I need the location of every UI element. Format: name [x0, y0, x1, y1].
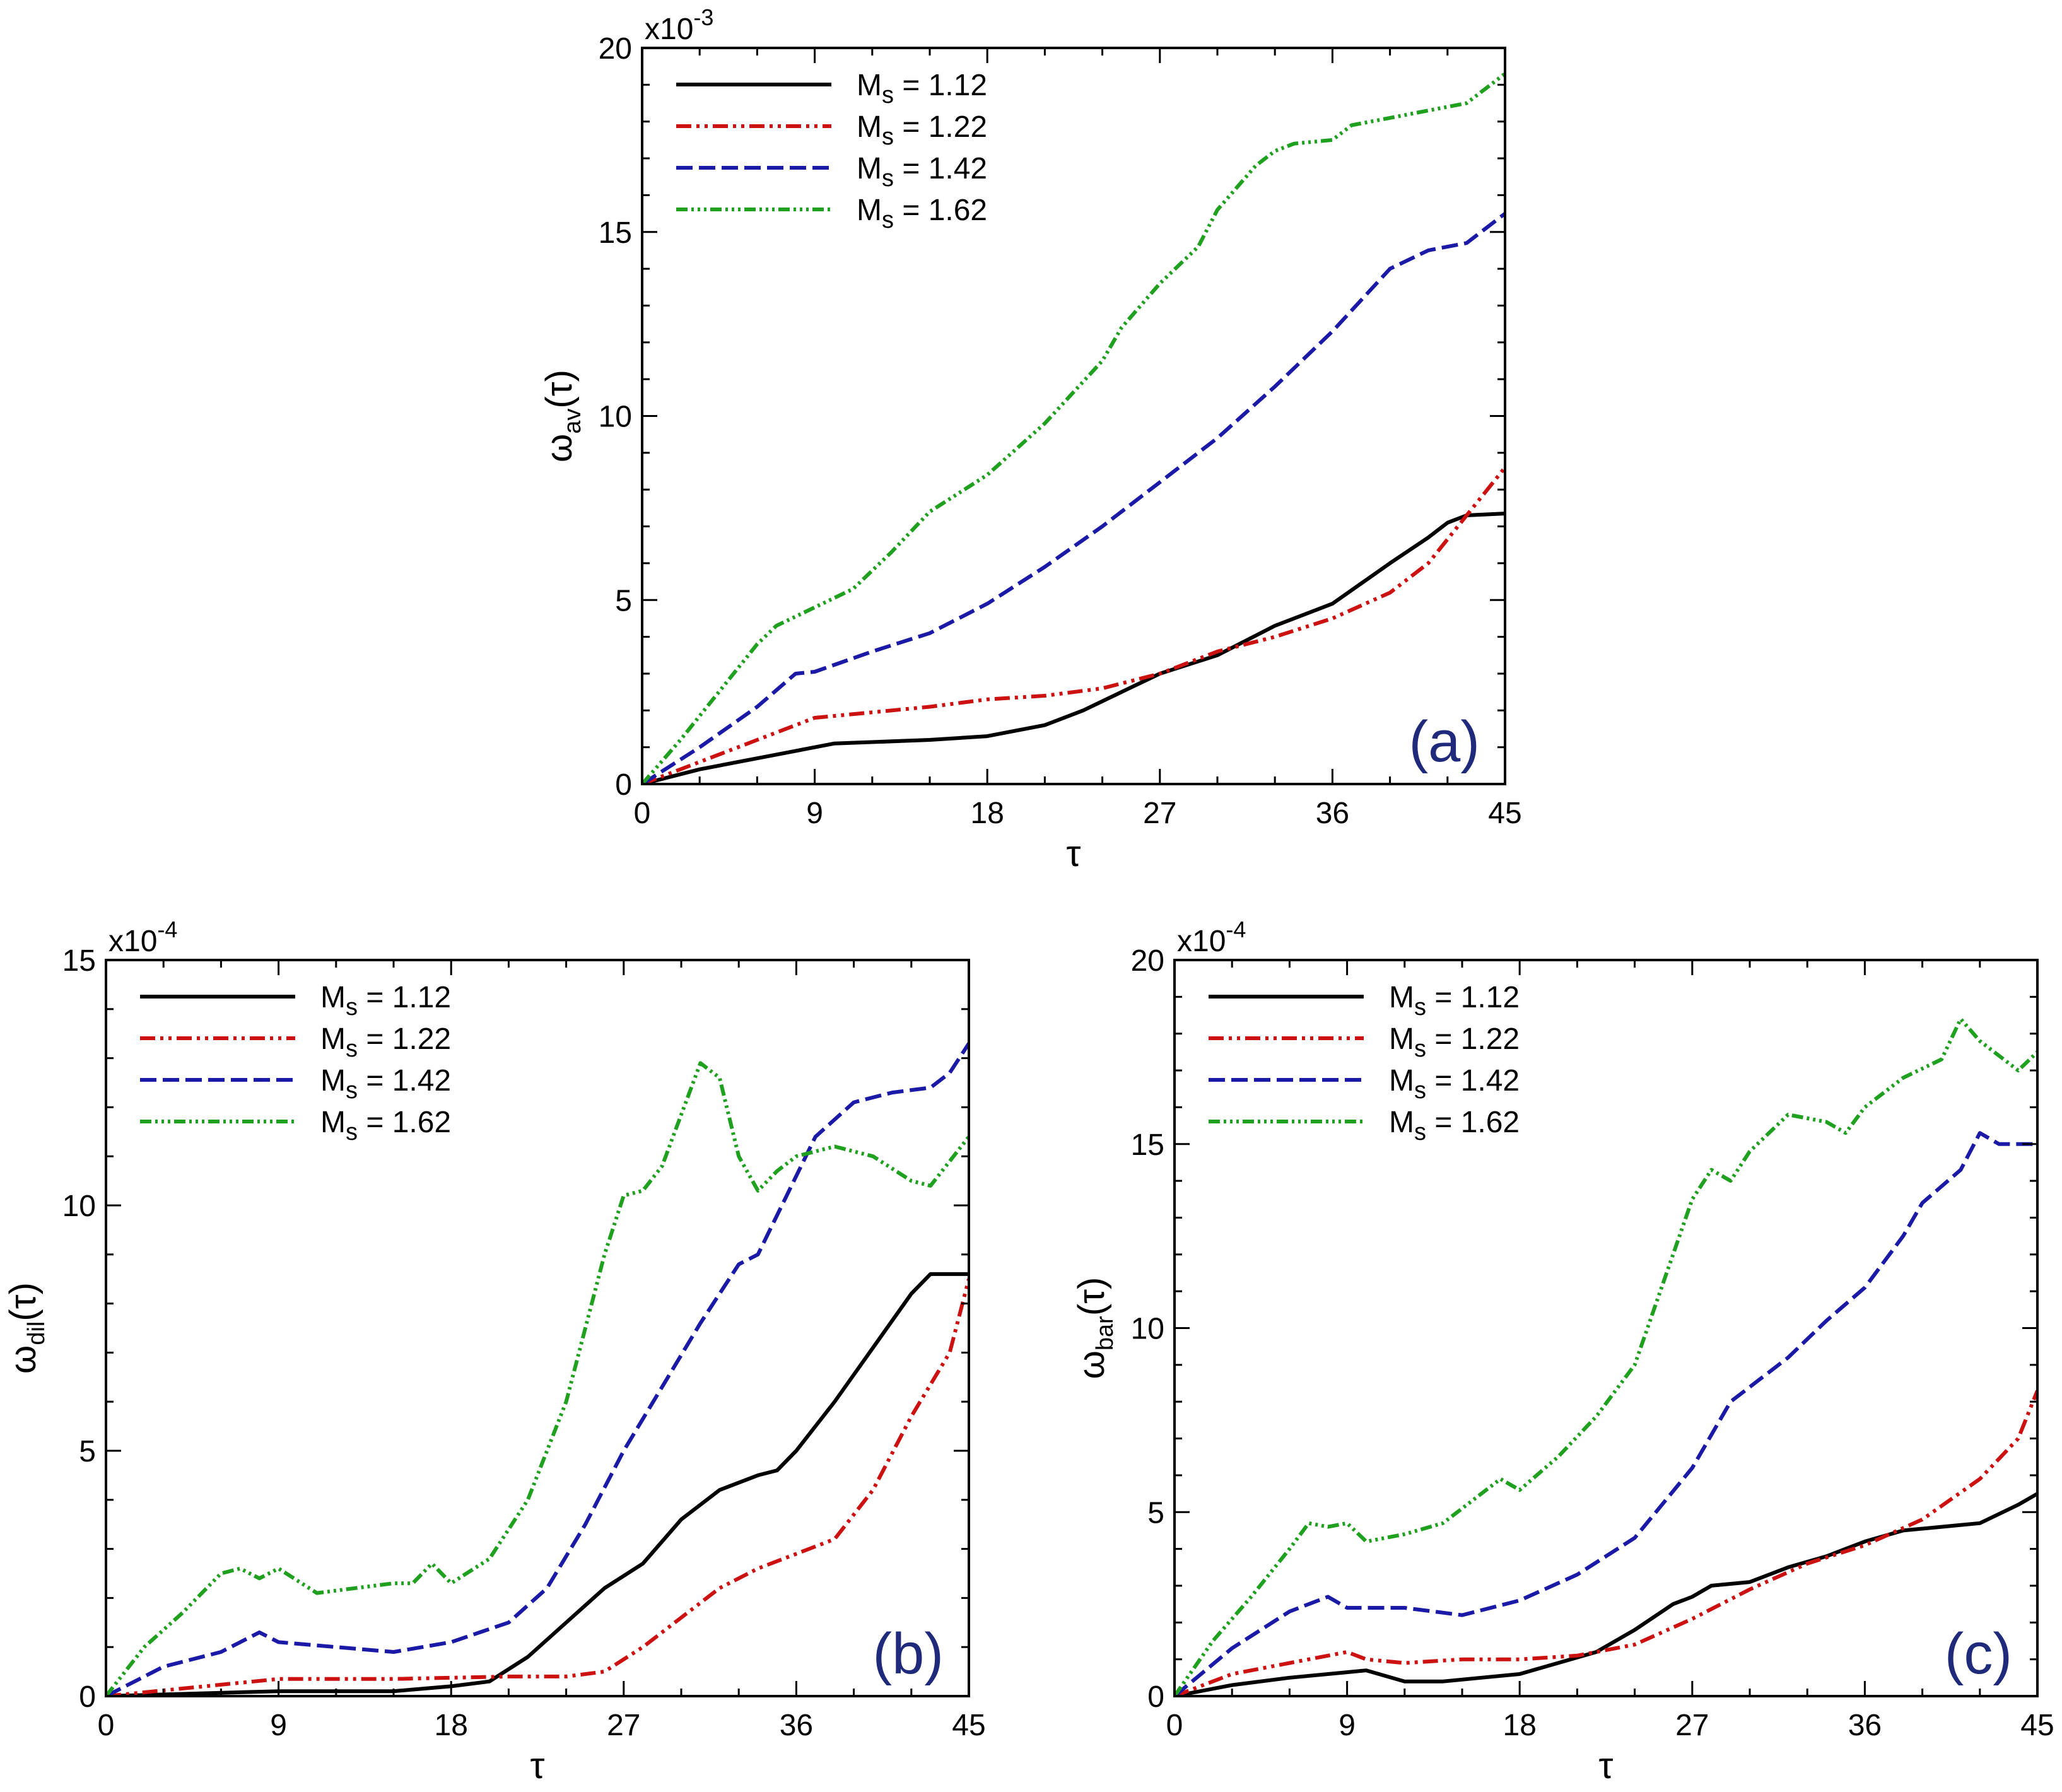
x-tick-label: 9 [1339, 1709, 1356, 1742]
legend-label-2: Ms = 1.22 [1389, 1022, 1520, 1062]
series-line-4 [642, 72, 1505, 784]
series-group [642, 72, 1505, 784]
x-tick-label: 36 [780, 1709, 813, 1742]
x-tick-label: 18 [435, 1709, 468, 1742]
y-tick-label: 5 [615, 584, 632, 618]
y-tick-label: 5 [79, 1435, 96, 1468]
x-axis-label: τ [1067, 833, 1081, 874]
x-tick-label: 0 [1166, 1709, 1183, 1742]
chart-panel-c: 0 9 18 27 36 45 0 5 10 15 20 x10-4 τ ωbar(τ) Ms = 1.12… [1071, 916, 2054, 1786]
y-axis-label: ωbar(τ) [1071, 1277, 1118, 1379]
legend-label-1: Ms = 1.12 [320, 981, 451, 1021]
y-tick-label: 5 [1147, 1496, 1164, 1530]
series-line-2 [106, 1278, 969, 1696]
plot-frame [1173, 959, 2039, 1697]
y-multiplier-label: x10-3 [645, 4, 713, 46]
y-tick-label: 10 [599, 401, 632, 434]
x-tick-label: 18 [971, 797, 1004, 830]
y-tick-label: 0 [615, 768, 632, 802]
x-tick-label: 45 [2020, 1709, 2054, 1742]
legend-label-2: Ms = 1.22 [320, 1022, 451, 1062]
legend-label-4: Ms = 1.62 [1389, 1106, 1520, 1145]
legend-label-3: Ms = 1.42 [857, 152, 987, 192]
y-tick-label: 15 [62, 944, 96, 978]
plot-frame [105, 959, 970, 1697]
legend-label-3: Ms = 1.42 [1389, 1064, 1520, 1104]
series-line-1 [106, 1272, 969, 1696]
legend-label-4: Ms = 1.62 [320, 1106, 451, 1145]
legend-label-1: Ms = 1.12 [857, 69, 987, 108]
series-line-1 [642, 512, 1505, 784]
panel-tag-label: (a) [1409, 710, 1480, 774]
series-line-1 [1175, 1492, 2037, 1696]
x-tick-label: 27 [1143, 797, 1176, 830]
y-tick-label: 15 [599, 216, 632, 250]
x-tick-label: 9 [270, 1709, 287, 1742]
y-tick-label: 0 [79, 1680, 96, 1714]
y-tick-label: 10 [62, 1190, 96, 1223]
y-axis-label: ωav(τ) [539, 370, 586, 462]
series-line-3 [642, 212, 1505, 784]
x-tick-label: 9 [806, 797, 823, 830]
y-axis-label: ωdil(τ) [3, 1282, 50, 1374]
series-line-3 [1175, 1131, 2037, 1696]
x-tick-label: 0 [634, 797, 651, 830]
series-line-4 [106, 1061, 969, 1696]
legend-label-3: Ms = 1.42 [320, 1064, 451, 1104]
x-tick-label: 18 [1503, 1709, 1537, 1742]
y-tick-label: 10 [1131, 1313, 1164, 1346]
panel-tag-label: (b) [873, 1622, 944, 1686]
series-line-2 [1175, 1390, 2037, 1696]
x-axis-label: τ [1599, 1745, 1614, 1786]
series-line-4 [1175, 1017, 2037, 1696]
y-multiplier-label: x10-4 [1177, 916, 1246, 958]
y-tick-label: 20 [1131, 944, 1164, 978]
x-tick-label: 45 [952, 1709, 985, 1742]
panel-tag-label: (c) [1945, 1622, 2012, 1686]
y-tick-label: 0 [1147, 1680, 1164, 1714]
y-multiplier-label: x10-4 [108, 916, 177, 958]
x-axis-label: τ [530, 1745, 545, 1786]
legend-label-4: Ms = 1.62 [857, 194, 987, 233]
series-line-3 [106, 1042, 969, 1696]
x-tick-label: 45 [1488, 797, 1521, 830]
x-tick-label: 36 [1316, 797, 1349, 830]
x-tick-label: 36 [1848, 1709, 1882, 1742]
x-tick-label: 0 [98, 1709, 115, 1742]
legend-label-1: Ms = 1.12 [1389, 981, 1520, 1021]
series-group [1175, 1017, 2037, 1696]
series-group [106, 1042, 969, 1696]
series-line-2 [642, 466, 1505, 784]
x-tick-label: 27 [1675, 1709, 1709, 1742]
legend-label-2: Ms = 1.22 [857, 110, 987, 150]
plot-frame [641, 47, 1506, 785]
x-tick-label: 27 [607, 1709, 640, 1742]
y-tick-label: 15 [1131, 1128, 1164, 1162]
y-tick-label: 20 [599, 32, 632, 66]
